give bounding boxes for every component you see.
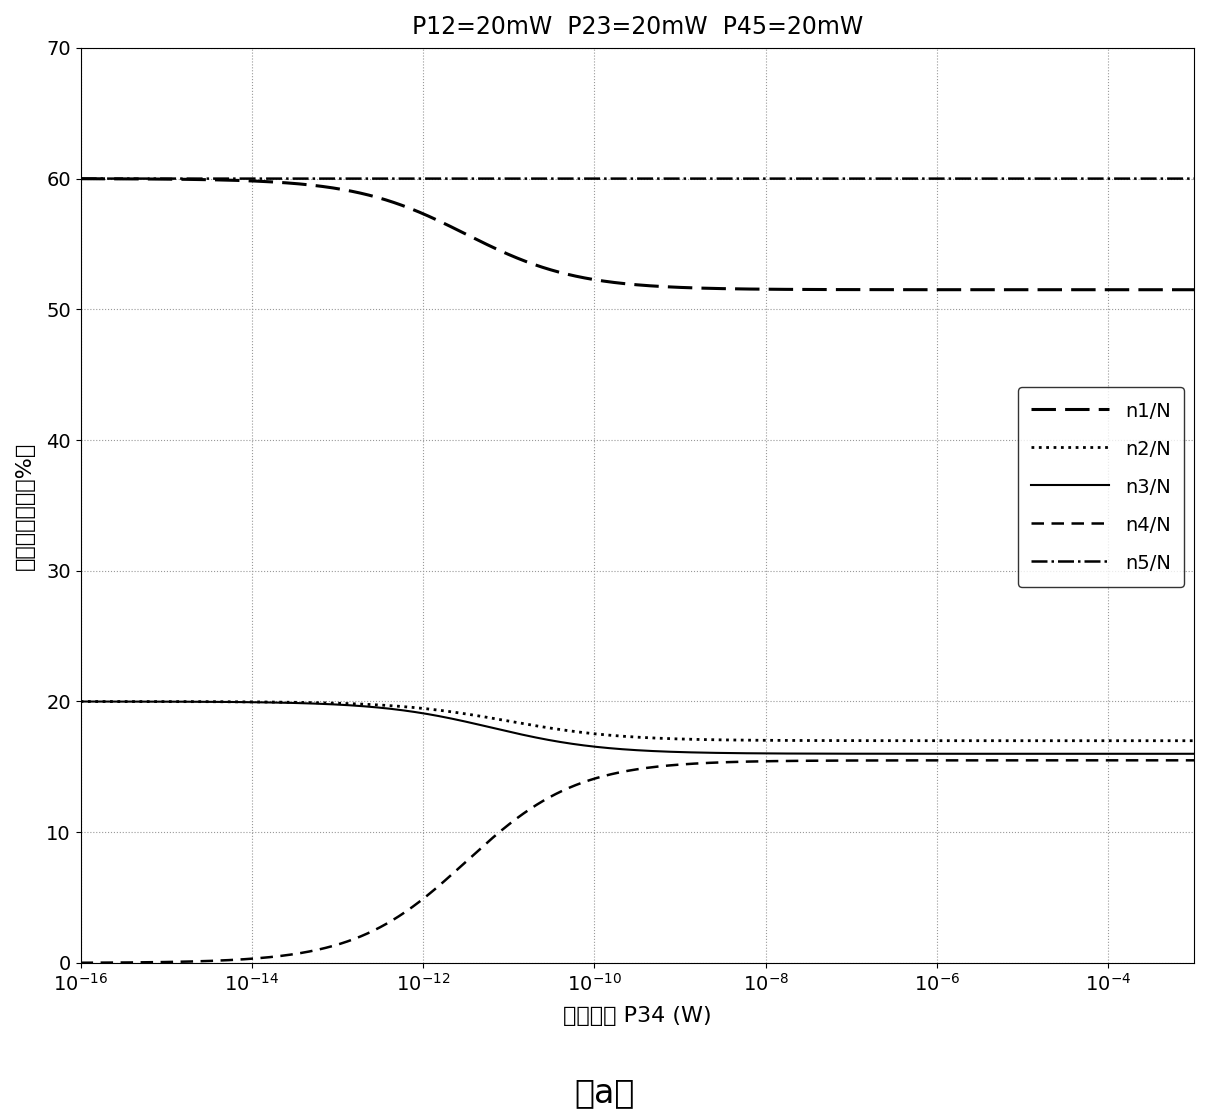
n4/N [1187,753,1202,767]
n1/N [74,172,88,186]
Line: n4/N: n4/N [81,760,1194,962]
n2/N [201,695,215,708]
n1/N [266,176,280,189]
n1/N [1045,283,1059,297]
n1/N [549,264,563,278]
n5/N [201,172,215,186]
Legend: n1/N, n2/N, n3/N, n4/N, n5/N: n1/N, n2/N, n3/N, n4/N, n5/N [1018,387,1185,587]
n2/N [266,695,280,708]
n3/N [1045,747,1059,761]
n5/N [1045,172,1059,186]
n5/N [501,172,515,186]
n1/N [1164,283,1179,297]
Line: n2/N: n2/N [81,702,1194,741]
n3/N [266,696,280,709]
Line: n1/N: n1/N [81,179,1194,290]
n5/N [1164,172,1179,186]
n5/N [1187,172,1202,186]
n3/N [1164,747,1179,761]
n2/N [501,714,515,727]
n4/N [1045,753,1059,767]
n4/N [1164,753,1179,767]
n5/N [549,172,563,186]
Title: P12=20mW  P23=20mW  P45=20mW: P12=20mW P23=20mW P45=20mW [412,15,863,39]
X-axis label: 射频功率 P34 (W): 射频功率 P34 (W) [563,1006,712,1026]
n3/N [1187,747,1202,761]
n3/N [501,725,515,739]
n3/N [74,695,88,708]
n1/N [501,247,515,261]
n4/N [501,819,515,833]
n2/N [1187,734,1202,747]
n5/N [266,172,280,186]
Text: （a）: （a） [574,1076,635,1109]
n2/N [1045,734,1059,747]
Y-axis label: 粒子数百分比（%）: 粒子数百分比（%） [15,441,35,570]
n3/N [201,695,215,708]
n2/N [549,722,563,735]
n1/N [1187,283,1202,297]
n4/N [201,955,215,968]
n4/N [266,950,280,963]
n2/N [1164,734,1179,747]
n4/N [74,956,88,969]
n2/N [74,695,88,708]
n3/N [549,734,563,747]
n4/N [549,788,563,801]
n1/N [201,173,215,187]
n5/N [74,172,88,186]
Line: n3/N: n3/N [81,702,1194,754]
